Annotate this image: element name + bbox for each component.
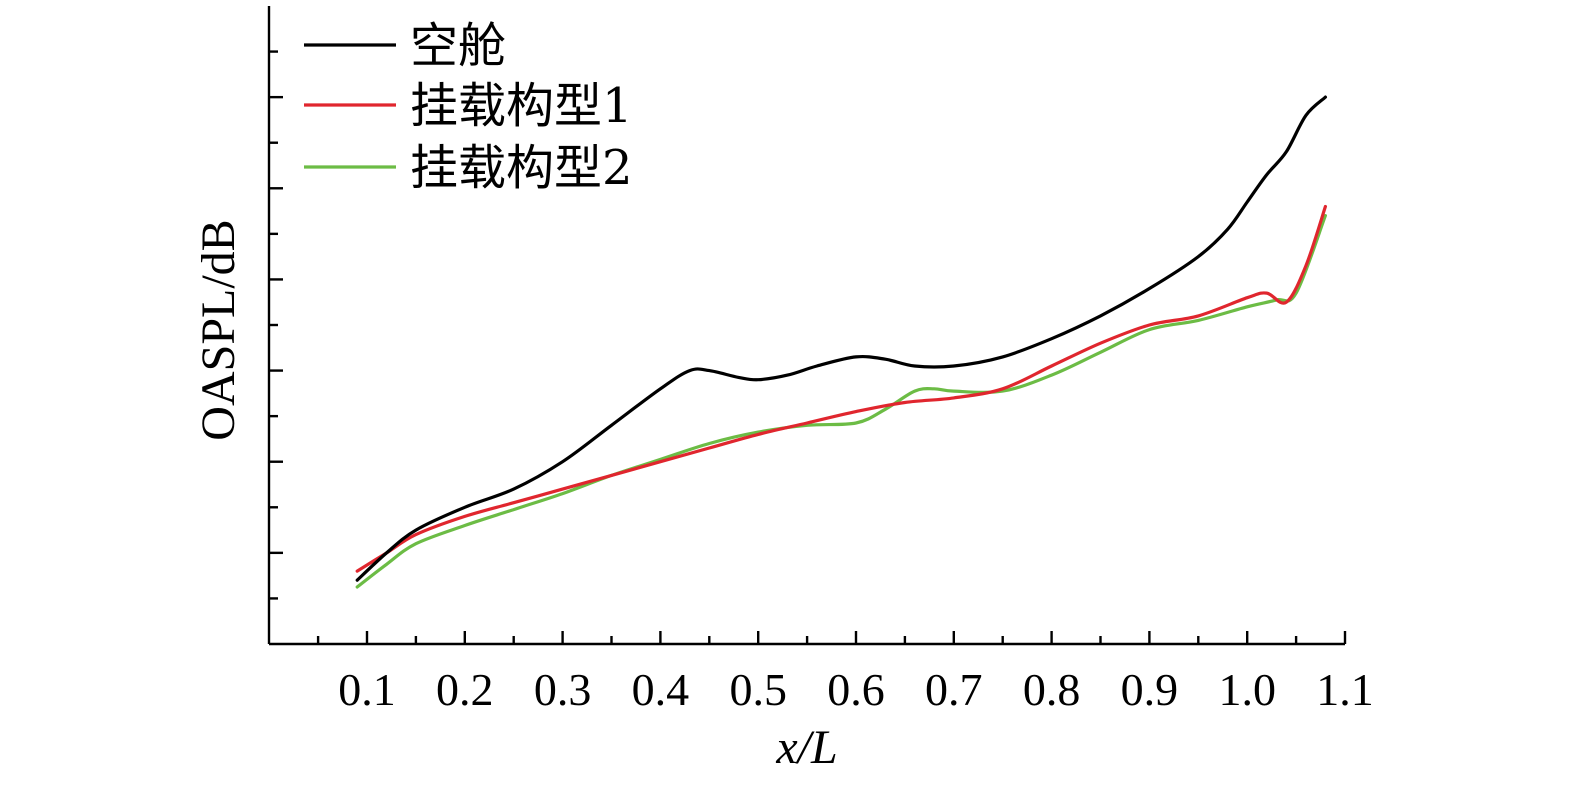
series-line-1 [355, 95, 1327, 582]
series-line-2 [355, 204, 1327, 573]
y-axis-label: OASPL/dB [192, 219, 245, 440]
x-tick-label: 0.7 [925, 664, 983, 715]
x-axis-label: x/L [775, 721, 837, 774]
x-tick-label: 0.8 [1023, 664, 1081, 715]
legend-label-3: 挂载构型2 [410, 140, 633, 196]
x-tick-label: 0.3 [534, 664, 592, 715]
series-lines [355, 95, 1327, 589]
x-tick-label: 0.6 [827, 664, 885, 715]
x-tick-label: 1.0 [1218, 664, 1276, 715]
legend-label-1: 空舱 [410, 18, 506, 74]
x-tick-label: 1.1 [1316, 664, 1374, 715]
x-tick-label: 0.1 [338, 664, 396, 715]
legend-label-2: 挂载构型1 [410, 78, 633, 134]
series-line-3 [355, 214, 1327, 589]
x-tick-labels: 0.1 0.2 0.3 0.4 0.5 0.6 0.7 0.8 0.9 1.0 1.1 [338, 664, 1374, 715]
x-tick-label: 0.2 [436, 664, 494, 715]
x-tick-label: 0.5 [729, 664, 787, 715]
x-tick-label: 0.9 [1121, 664, 1179, 715]
y-ticks [269, 50, 283, 600]
x-ticks [316, 631, 1298, 644]
x-tick-label: 0.4 [632, 664, 690, 715]
